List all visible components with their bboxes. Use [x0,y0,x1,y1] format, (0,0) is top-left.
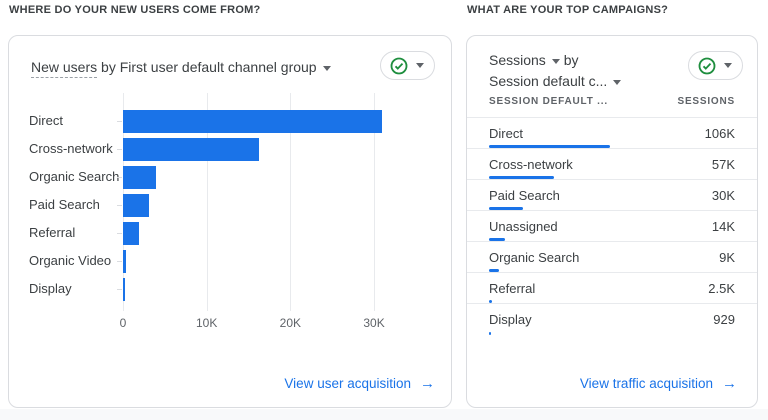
insight-status-button[interactable] [688,51,743,80]
bar-row-display [117,275,441,303]
row-trend-bar [489,176,555,179]
arrow-right-icon: → [722,375,737,392]
row-label: Organic Search [489,249,580,265]
bar-row-organic-video [117,247,441,275]
page-bottom-strip [0,409,768,420]
row-value: 30K [711,187,735,203]
bar-organic-video[interactable] [123,249,126,273]
table-column-headers: SESSION DEFAULT ... SESSIONS [467,96,757,118]
row-trend-bar [489,145,610,148]
row-value: 929 [713,312,735,327]
category-label-cross-network: Cross-network [29,141,113,156]
row-trend-bar [489,238,505,241]
arrow-right-icon: → [420,375,435,392]
row-label: Direct [489,125,523,141]
gridline [206,93,208,311]
table-row-referral[interactable]: Referral 2.5K [467,273,757,304]
category-label-organic-search: Organic Search [29,169,120,184]
category-label-direct: Direct [29,113,63,128]
row-label: Cross-network [489,156,573,172]
chevron-down-icon [724,63,732,68]
row-value: 106K [704,125,735,141]
metric-dropdown[interactable]: Sessions by [489,50,621,71]
table-row-direct[interactable]: Direct 106K [467,118,757,149]
table-row-cross-network[interactable]: Cross-network 57K [467,149,757,180]
bar-row-paid-search [117,191,441,219]
link-label: View user acquisition [284,376,411,391]
chart-title-dropdown[interactable]: New users by First user default channel … [31,57,331,78]
table-row-display[interactable]: Display 929 [467,304,757,335]
row-trend-bar [489,332,491,335]
gridline [290,93,292,311]
bar-cross-network[interactable] [123,137,260,161]
category-labels: Direct Cross-network Organic Search Paid Se… [29,93,123,307]
row-label: Referral [489,280,536,296]
chart-title-rest: by First user default channel group [101,59,317,75]
row-trend-bar [489,300,492,303]
bar-referral[interactable] [123,221,139,245]
column-header-sessions[interactable]: SESSIONS [677,96,735,107]
new-users-card: New users by First user default channel … [8,35,452,408]
row-trend-bar [489,269,500,272]
title-by-text: by [563,52,579,68]
dimension-label: Session default c... [489,73,608,89]
check-circle-icon [389,56,409,76]
row-value: 14K [711,218,735,234]
chevron-down-icon [613,79,622,85]
row-label: Display [489,312,532,327]
row-value: 2.5K [708,280,735,296]
view-traffic-acquisition-link[interactable]: View traffic acquisition → [580,375,737,392]
table-row-unassigned[interactable]: Unassigned 14K [467,211,757,242]
chevron-down-icon [416,63,424,68]
bar-direct[interactable] [123,109,383,133]
bar-plot [117,93,441,311]
bar-paid-search[interactable] [123,193,149,217]
section-header-top-campaigns: WHAT ARE YOUR TOP CAMPAIGNS? [467,4,669,16]
category-label-referral: Referral [29,225,76,240]
bar-row-organic-search [117,163,441,191]
metric-selector[interactable]: New users [31,59,98,78]
bar-row-cross-network [117,135,441,163]
section-header-new-users: WHERE DO YOUR NEW USERS COME FROM? [9,4,261,16]
row-value: 57K [711,156,735,172]
bar-display[interactable] [123,277,126,301]
check-circle-icon [697,56,717,76]
category-label-paid-search: Paid Search [29,197,100,212]
category-label-display: Display [29,281,72,296]
chevron-down-icon [551,58,560,64]
row-trend-bar [489,207,524,210]
category-label-organic-video: Organic Video [29,253,112,268]
link-label: View traffic acquisition [579,376,713,391]
chevron-down-icon [322,65,331,71]
row-label: Unassigned [489,218,558,234]
insight-status-button[interactable] [380,51,435,80]
bar-rows [117,107,441,303]
column-header-dimension[interactable]: SESSION DEFAULT ... [489,96,608,107]
bar-row-direct [117,107,441,135]
x-tick-label: 0 [119,316,127,330]
row-value: 9K [719,249,735,265]
metric-label: Sessions [489,52,546,68]
x-tick-label: 30K [363,316,385,330]
table-row-organic-search[interactable]: Organic Search 9K [467,242,757,273]
gridline [374,93,376,311]
x-tick-label: 20K [279,316,302,330]
top-campaigns-card: Sessions by Session default c... SESSION… [466,35,758,408]
row-label: Paid Search [489,187,560,203]
campaigns-table: Direct 106K Cross-network 57K Paid Search 30K… [467,118,757,335]
dimension-dropdown[interactable]: Session default c... [489,71,622,92]
table-row-paid-search[interactable]: Paid Search 30K [467,180,757,211]
bar-organic-search[interactable] [123,165,157,189]
x-axis: 0 10K 20K 30K [119,316,441,332]
view-user-acquisition-link[interactable]: View user acquisition → [284,375,435,392]
table-title-dropdowns: Sessions by Session default c... [489,50,622,92]
x-tick-label: 10K [195,316,218,330]
bar-row-referral [117,219,441,247]
